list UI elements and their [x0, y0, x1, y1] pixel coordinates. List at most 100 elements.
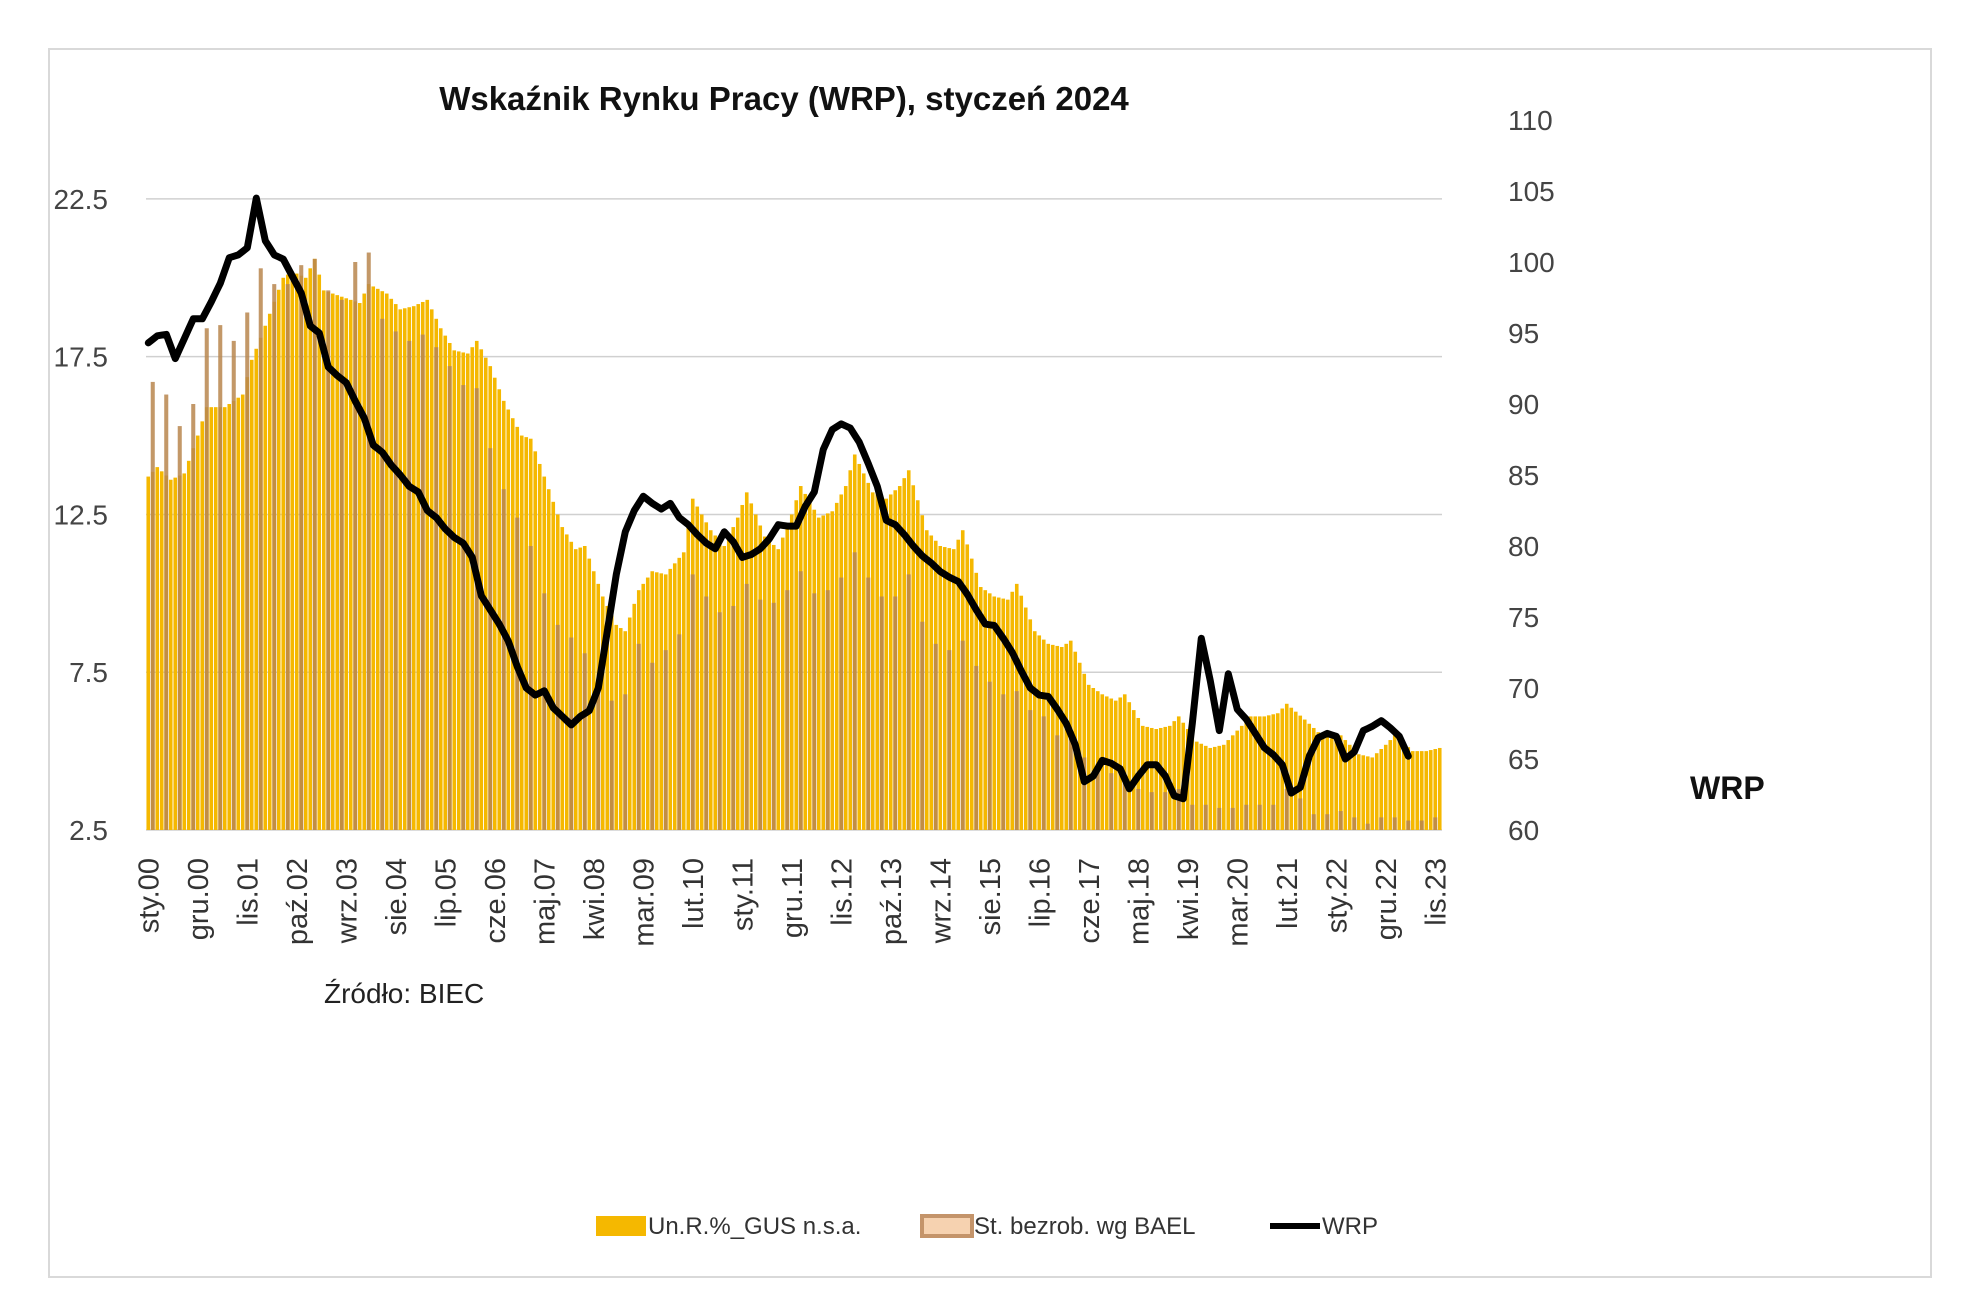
x-tick-label: wrz.14	[925, 858, 957, 944]
bael-bar	[1338, 811, 1343, 830]
bael-bar	[812, 593, 817, 830]
gus-bar	[573, 549, 578, 830]
gus-bar	[1010, 591, 1015, 830]
bael-bar	[150, 381, 155, 830]
bael-bar	[1311, 814, 1316, 830]
gus-bar	[443, 335, 448, 830]
gus-bar	[1374, 753, 1379, 830]
gus-bar	[983, 590, 988, 830]
gus-bar	[200, 421, 205, 830]
gus-bar	[362, 293, 367, 830]
bael-bar	[1109, 773, 1114, 830]
bael-bar	[1298, 798, 1303, 830]
gus-bar	[1320, 734, 1325, 830]
gus-bar	[1343, 740, 1348, 830]
gus-bar	[402, 308, 407, 830]
gus-bar	[654, 572, 659, 830]
right-tick-label: 95	[1508, 318, 1539, 349]
bael-bar	[906, 574, 911, 830]
right-tick-label: 90	[1508, 389, 1539, 420]
gus-bar	[375, 288, 380, 830]
gus-bar	[294, 273, 299, 830]
gus-bar	[303, 277, 308, 830]
bael-bar	[1217, 807, 1222, 830]
bael-bar	[380, 318, 385, 830]
gus-bar	[1316, 732, 1321, 830]
gus-bar	[803, 493, 808, 830]
gus-bar	[546, 489, 551, 830]
x-tick-label: lis.12	[826, 858, 858, 926]
bael-bar	[1041, 716, 1046, 830]
gus-bar	[1383, 744, 1388, 830]
bael-bar	[1068, 738, 1073, 830]
source-note: Źródło: BIEC	[324, 978, 484, 1009]
wrp-series-label: WRP	[1690, 770, 1765, 806]
bael-bar	[690, 574, 695, 830]
gus-bar	[1437, 747, 1442, 830]
gus-bar	[483, 357, 488, 830]
x-tick-label: sty.00	[133, 858, 165, 933]
gus-bar	[1275, 713, 1280, 830]
bael-bar	[488, 448, 493, 830]
bael-bar	[1230, 807, 1235, 830]
bael-bar	[1014, 691, 1019, 830]
gus-bar	[969, 558, 974, 830]
bael-bar	[758, 599, 763, 830]
x-tick-label: gru.00	[183, 858, 215, 940]
x-tick-label: lut.10	[678, 858, 710, 929]
gus-bar	[276, 289, 281, 830]
bael-bar	[839, 577, 844, 830]
bael-bar	[650, 662, 655, 830]
bael-bar	[798, 571, 803, 830]
bael-bar	[366, 252, 371, 831]
x-tick-label: wrz.03	[331, 858, 363, 944]
bael-bar	[636, 643, 641, 830]
gus-bar	[497, 389, 502, 830]
gus-bar	[938, 546, 943, 830]
bael-bar	[663, 650, 668, 830]
gus-bar	[1064, 643, 1069, 830]
bael-bar	[1176, 788, 1181, 830]
gus-bar	[1077, 662, 1082, 830]
gus-bar	[1370, 757, 1375, 830]
x-tick-label: sie.04	[381, 858, 413, 935]
bael-bar	[1271, 804, 1276, 830]
x-tick-label: mar.09	[628, 858, 660, 947]
gus-bar	[1005, 599, 1010, 830]
legend-label-wrp: WRP	[1322, 1213, 1378, 1240]
gus-bar	[344, 298, 349, 830]
gus-bar	[857, 463, 862, 830]
bael-bar	[339, 299, 344, 830]
right-tick-label: 110	[1508, 105, 1553, 136]
bael-bar	[312, 258, 317, 830]
right-tick-label: 85	[1508, 460, 1539, 491]
bael-bar	[1419, 820, 1424, 830]
gus-bar	[911, 485, 916, 830]
x-tick-label: paź.13	[876, 858, 908, 945]
gus-bar	[564, 534, 569, 830]
gus-bar	[1293, 711, 1298, 830]
gus-bar	[587, 558, 592, 830]
x-tick-label: sty.22	[1321, 858, 1353, 933]
left-tick-label: 7.5	[69, 657, 108, 688]
bael-bar	[204, 328, 209, 830]
chart-title: Wskaźnik Rynku Pracy (WRP), styczeń 2024	[439, 80, 1129, 117]
gus-bar	[776, 549, 781, 830]
gus-bar	[753, 514, 758, 830]
x-tick-label: cze.17	[1074, 858, 1106, 943]
gus-bar	[1311, 727, 1316, 830]
gus-bar	[330, 293, 335, 830]
gus-bar	[807, 501, 812, 830]
gus-bar	[249, 359, 254, 830]
gus-bar	[1262, 716, 1267, 830]
bael-bar	[947, 650, 952, 830]
gus-bar	[1307, 723, 1312, 830]
bael-bar	[393, 331, 398, 830]
gus-bar	[780, 537, 785, 830]
gus-bar	[1379, 749, 1384, 830]
gus-bar	[254, 348, 259, 830]
x-tick-label: lip.05	[430, 858, 462, 927]
bael-bar	[1325, 814, 1330, 830]
right-tick-label: 105	[1508, 176, 1555, 207]
bael-bar	[258, 268, 263, 830]
